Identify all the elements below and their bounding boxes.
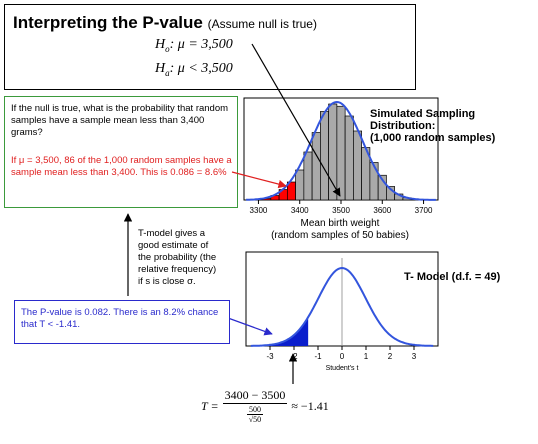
title-box: Interpreting the P-value (Assume null is… <box>4 4 416 90</box>
histogram-tick-label: 3400 <box>291 206 309 215</box>
t-tick-label: 0 <box>340 352 345 361</box>
simulated-distribution-label: Simulated Sampling Distribution: (1,000 … <box>370 108 496 144</box>
title-note: (Assume null is true) <box>207 17 317 31</box>
histogram-bar <box>344 115 354 201</box>
t-tick-label: -2 <box>290 352 298 361</box>
t-model-label: T- Model (d.f. = 49) <box>404 271 501 283</box>
formula-lhs: T = <box>201 399 219 413</box>
formula-den-top: 500 <box>246 405 263 415</box>
p-value-arrow <box>227 317 273 336</box>
histogram-bar <box>369 162 379 201</box>
t-tick-label: -1 <box>314 352 322 361</box>
histogram-bar <box>320 111 329 201</box>
formula-denominator: 500 √50 <box>223 404 288 426</box>
histogram-bar <box>303 151 313 201</box>
null-symbol: H <box>155 37 166 52</box>
t-axis-title: Student's t <box>326 365 359 372</box>
histogram-bar <box>295 169 305 201</box>
histogram-x-axis-title: Mean birth weight (random samples of 50 … <box>271 218 409 241</box>
histogram-bar <box>353 130 362 201</box>
histogram-tick-label: 3500 <box>332 206 350 215</box>
simulated-histogram: 3300 3400 3500 3600 3700 <box>243 97 439 215</box>
t-model-chart: -3 -2 -1 0 1 2 3 Student's t <box>245 251 439 372</box>
histogram-bar <box>311 132 321 201</box>
null-statement: : μ = 3,500 <box>169 37 233 52</box>
question-answer: If μ = 3,500, 86 of the 1,000 random sam… <box>11 155 232 178</box>
alt-hypothesis: Ha: μ < 3,500 <box>155 59 233 83</box>
t-tick-label: -3 <box>266 352 274 361</box>
histogram-tick-label: 3300 <box>250 206 268 215</box>
t-tick-label: 1 <box>364 352 369 361</box>
t-model-note: T-model gives a good estimate of the pro… <box>138 228 217 287</box>
mu-arrow <box>251 43 341 197</box>
alt-symbol: H <box>155 60 166 76</box>
null-subscript: o <box>165 43 170 54</box>
histogram-tick-label: 3700 <box>415 206 433 215</box>
histogram-bar <box>336 105 346 201</box>
tail-arrow <box>231 171 287 189</box>
title-text: Interpreting the P-value <box>13 13 203 32</box>
question-text: If the null is true, what is the probabi… <box>11 103 229 138</box>
question-box: If the null is true, what is the probabi… <box>4 96 238 208</box>
formula-den-bottom: √50 <box>248 415 262 424</box>
histogram-tick-label: 3600 <box>373 206 391 215</box>
t-formula: T = 3400 − 3500 ≈ −1.41 500 √50 <box>200 388 330 425</box>
histogram-normal-curve <box>246 100 436 201</box>
t-tail-area <box>250 317 309 346</box>
connector-arrows <box>123 43 341 384</box>
histogram-bar <box>328 103 338 201</box>
t-density-curve <box>250 266 434 347</box>
p-value-text: The P-value is 0.082. There is an 8.2% c… <box>21 307 219 330</box>
null-hypothesis: Ho: μ = 3,500 <box>155 35 233 59</box>
hypotheses: Ho: μ = 3,500 Ha: μ < 3,500 <box>155 35 233 83</box>
t-tick-label: 2 <box>388 352 393 361</box>
alt-statement: : μ < 3,500 <box>169 60 233 76</box>
p-value-box: The P-value is 0.082. There is an 8.2% c… <box>14 300 230 344</box>
t-tick-label: 3 <box>412 352 417 361</box>
formula-numerator: 3400 − 3500 <box>222 388 288 404</box>
formula-result: ≈ −1.41 <box>291 399 329 413</box>
page-title: Interpreting the P-value (Assume null is… <box>13 13 317 33</box>
alt-subscript: a <box>165 67 170 78</box>
